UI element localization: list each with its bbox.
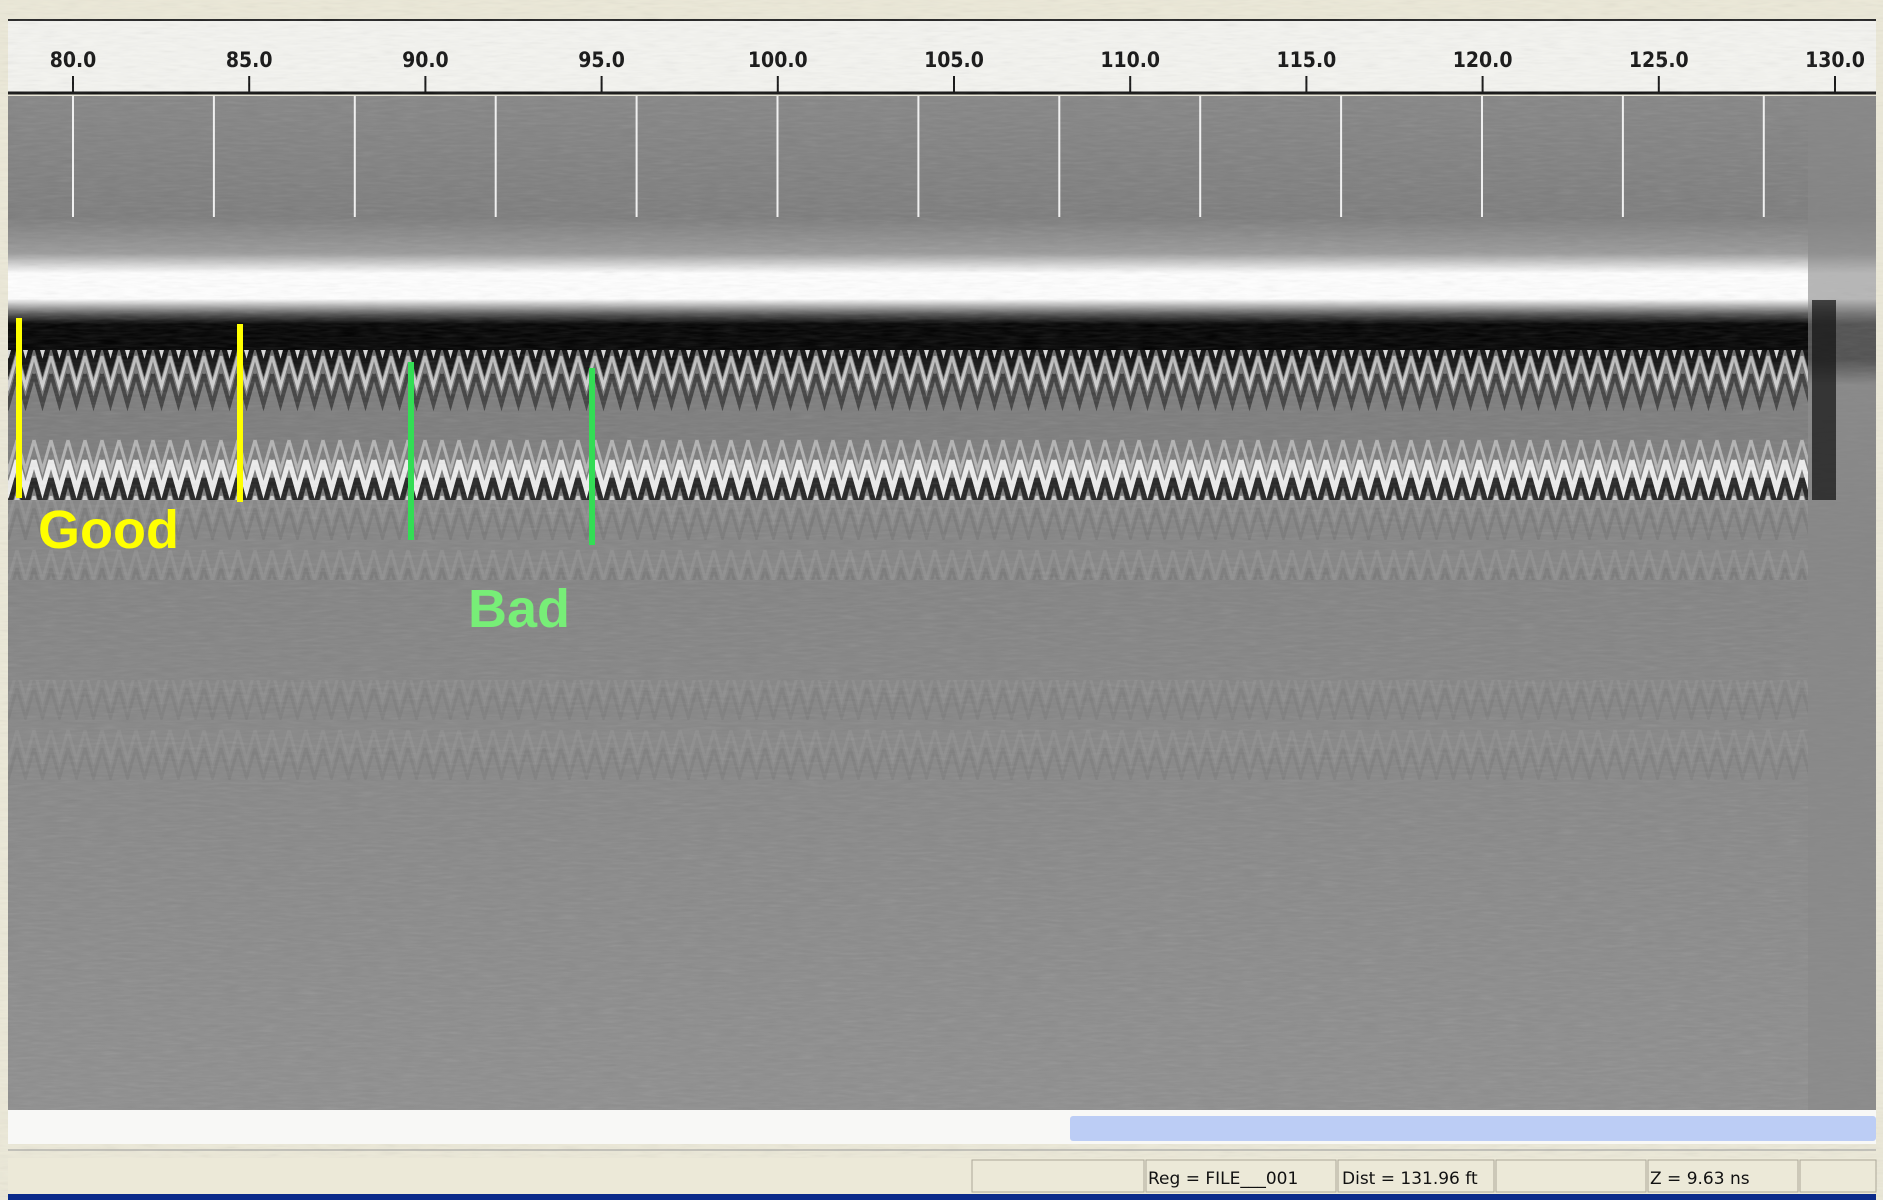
title-strip: [0, 0, 1883, 20]
page: 80.0 85.0 90.0 95.0 100.0 105.0 110.0 115.0 120.…: [0, 0, 1883, 1200]
bad-label: Bad: [468, 579, 570, 639]
status-register: Reg = FILE___001: [1148, 1169, 1298, 1189]
tick-label: 95.0: [578, 48, 625, 72]
noise: [8, 96, 1876, 1110]
tick-label: 125.0: [1629, 48, 1689, 72]
status-distance: Dist = 131.96 ft: [1342, 1169, 1478, 1189]
tick-label: 105.0: [924, 48, 984, 72]
edge: [1808, 96, 1876, 1110]
tick-label: 115.0: [1277, 48, 1337, 72]
tick-label: 85.0: [226, 48, 273, 72]
tick-label: 130.0: [1805, 48, 1865, 72]
tick-label: 90.0: [402, 48, 449, 72]
radargram-window: 80.0 85.0 90.0 95.0 100.0 105.0 110.0 115.0 120.…: [0, 0, 1883, 1200]
tick-label: 110.0: [1100, 48, 1160, 72]
status-bar: [8, 1158, 1876, 1194]
edge-reflection: [1812, 300, 1836, 500]
status-depth: Z = 9.63 ns: [1650, 1169, 1750, 1189]
tick-label: 120.0: [1453, 48, 1513, 72]
good-label: Good: [38, 500, 179, 560]
taskbar-edge: [8, 1194, 1876, 1200]
tick-label: 80.0: [50, 48, 97, 72]
tick-label: 100.0: [748, 48, 808, 72]
scroll-thumb[interactable]: [1070, 1116, 1876, 1141]
